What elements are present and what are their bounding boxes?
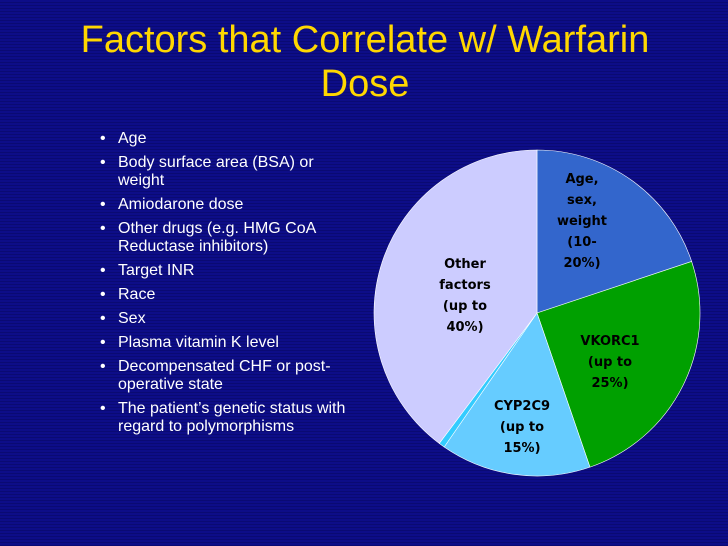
- bullet-item-vitamin-k: Plasma vitamin K level: [100, 334, 360, 352]
- bullet-item-bsa: Body surface area (BSA) or weight: [100, 154, 360, 190]
- bullet-item-amiodarone: Amiodarone dose: [100, 196, 360, 214]
- pie-slice-label-line: Age,: [565, 172, 598, 187]
- factor-bullet-list: Age Body surface area (BSA) or weight Am…: [100, 130, 360, 442]
- pie-slice-label-line: VKORC1: [580, 334, 639, 349]
- bullet-item-chf: Decompensated CHF or post-operative stat…: [100, 358, 360, 394]
- bullet-item-race: Race: [100, 286, 360, 304]
- pie-slice-label-line: 25%): [591, 376, 628, 391]
- pie-slice-label-line: (up to: [500, 420, 544, 435]
- bullet-item-other-drugs: Other drugs (e.g. HMG CoA Reductase inhi…: [100, 220, 360, 256]
- pie-slice-label-line: Other: [444, 257, 486, 272]
- pie-slice-label-line: CYP2C9: [494, 399, 550, 414]
- pie-slice-label-4: Other factors (up to 40%): [439, 257, 491, 335]
- bullet-item-sex: Sex: [100, 310, 360, 328]
- pie-slice-0: [536, 149, 693, 314]
- pie-slice-label-2: CYP2C9 (up to 15%): [494, 399, 550, 456]
- pie-slice-label-1: VKORC1 (up to 25%): [580, 334, 639, 391]
- pie-slice-label-line: factors: [439, 278, 491, 293]
- slide-title: Factors that Correlate w/ Warfarin Dose: [80, 19, 650, 105]
- pie-slice-4: [373, 149, 538, 444]
- pie-slice-label-0: Age, sex, weight (10- 20%): [557, 172, 607, 271]
- pie-slice-label-line: sex,: [567, 193, 597, 208]
- bullet-item-target-inr: Target INR: [100, 262, 360, 280]
- bullet-item-genetic-status: The patient’s genetic status with regard…: [100, 400, 360, 436]
- pie-slice-label-line: (up to: [443, 299, 487, 314]
- bullet-item-age: Age: [100, 130, 360, 148]
- pie-slice-label-line: 15%): [503, 441, 540, 456]
- pie-slice-label-line: 20%): [563, 256, 600, 271]
- pie-slice-label-line: weight: [557, 214, 607, 229]
- pie-slice-label-line: 40%): [446, 320, 483, 335]
- pie-slice-2: [443, 312, 591, 477]
- pie-slice-1: [536, 261, 701, 468]
- pie-slice-label-line: (10-: [567, 235, 596, 250]
- pie-slice-label-line: (up to: [588, 355, 632, 370]
